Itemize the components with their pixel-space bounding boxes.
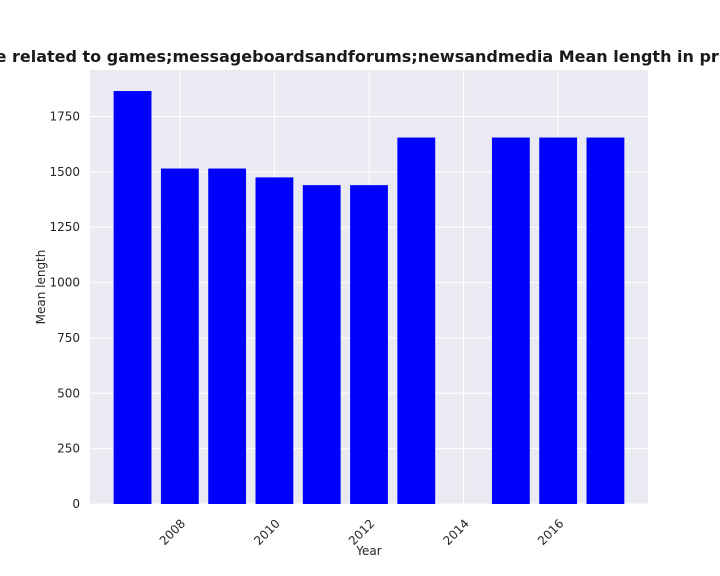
y-tick-label: 1750 [49, 110, 80, 124]
y-tick-label: 500 [57, 386, 80, 400]
bar-2008 [160, 168, 199, 505]
bar-2012 [350, 185, 388, 504]
bar-2017 [586, 137, 625, 505]
y-tick-labels: 0 250 500 750 1000 1250 1500 1750 [49, 110, 80, 512]
y-tick-label: 1000 [49, 276, 80, 290]
x-tick-label: 2016 [535, 516, 566, 547]
x-axis-label: Year [355, 544, 381, 558]
y-tick-label: 750 [57, 331, 80, 345]
y-tick-label: 1500 [49, 165, 80, 179]
bar-2013 [397, 137, 436, 505]
bar-2016 [539, 137, 578, 505]
x-tick-label: 2010 [251, 516, 282, 547]
x-tick-label: 2014 [440, 516, 471, 547]
x-tick-label: 2008 [157, 516, 188, 547]
chart-title: ories are related to games;messageboards… [0, 47, 720, 66]
y-tick-label: 1250 [49, 220, 80, 234]
bar-2007 [113, 91, 152, 505]
y-tick-label: 250 [57, 442, 80, 456]
y-tick-label: 0 [72, 497, 80, 511]
bars [113, 91, 625, 505]
bar-2010 [255, 177, 294, 504]
bar-2009 [208, 168, 247, 505]
bar-2011 [302, 185, 341, 504]
y-axis-label: Mean length [34, 250, 48, 325]
bar-2015 [491, 137, 530, 505]
